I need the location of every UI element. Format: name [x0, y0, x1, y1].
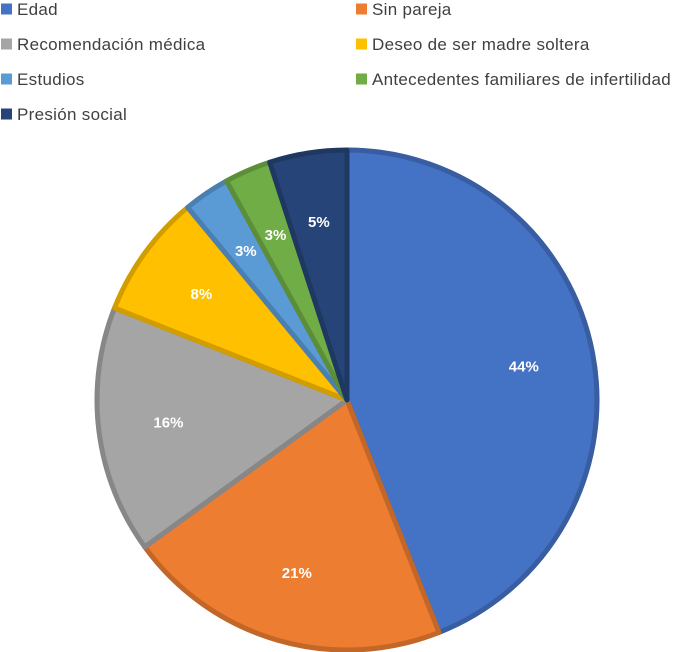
pie-slice-recomendacion-medica — [94, 305, 350, 550]
legend-item-deseo-de-ser-madre-soltera: Deseo de ser madre soltera — [356, 35, 590, 54]
pie-slice-deseo-de-ser-madre-soltera — [112, 204, 350, 403]
legend-label: Recomendación médica — [17, 35, 206, 54]
legend-label: Estudios — [17, 70, 85, 89]
legend-item-sin-pareja: Sin pareja — [356, 0, 452, 19]
legend-swatch — [356, 73, 367, 85]
pie-slice-edad — [344, 147, 600, 635]
legend-item-estudios: Estudios — [1, 70, 85, 89]
legend-item-presion-social: Presión social — [1, 105, 127, 124]
pie-slices — [94, 147, 600, 652]
pie-slice-sin-pareja — [142, 397, 442, 652]
data-label-deseo-de-ser-madre-soltera: 8% — [191, 286, 213, 303]
data-label-antecedentes-familiares-de-infertilidad: 3% — [265, 227, 287, 244]
legend-item-edad: Edad — [1, 0, 58, 19]
legend-label: Deseo de ser madre soltera — [372, 35, 590, 54]
legend-label: Presión social — [17, 105, 127, 124]
data-label-estudios: 3% — [235, 243, 257, 260]
data-label-presion-social: 5% — [308, 214, 330, 231]
data-labels: 44% 21% 16% 8% 3% 3% 5% — [153, 214, 538, 582]
legend-item-recomendacion-medica: Recomendación médica — [1, 35, 206, 54]
legend-label: Antecedentes familiares de infertilidad — [372, 70, 671, 89]
legend-swatch — [1, 38, 12, 50]
data-label-edad: 44% — [509, 358, 539, 375]
legend-swatch — [356, 38, 367, 50]
data-label-recomendacion-medica: 16% — [153, 415, 183, 432]
legend-item-antecedentes-familiares-de-infertilidad: Antecedentes familiares de infertilidad — [356, 70, 671, 89]
data-label-sin-pareja: 21% — [282, 565, 312, 582]
legend-swatch — [1, 3, 12, 15]
legend-swatch — [1, 108, 12, 120]
legend-swatch — [356, 3, 367, 15]
legend-label: Sin pareja — [372, 0, 452, 19]
legend-swatch — [1, 73, 12, 85]
legend-label: Edad — [17, 0, 58, 19]
pie-slice-presion-social — [267, 147, 350, 403]
chart-legend: Edad Sin pareja Recomendación médica Deseo … — [1, 0, 671, 124]
